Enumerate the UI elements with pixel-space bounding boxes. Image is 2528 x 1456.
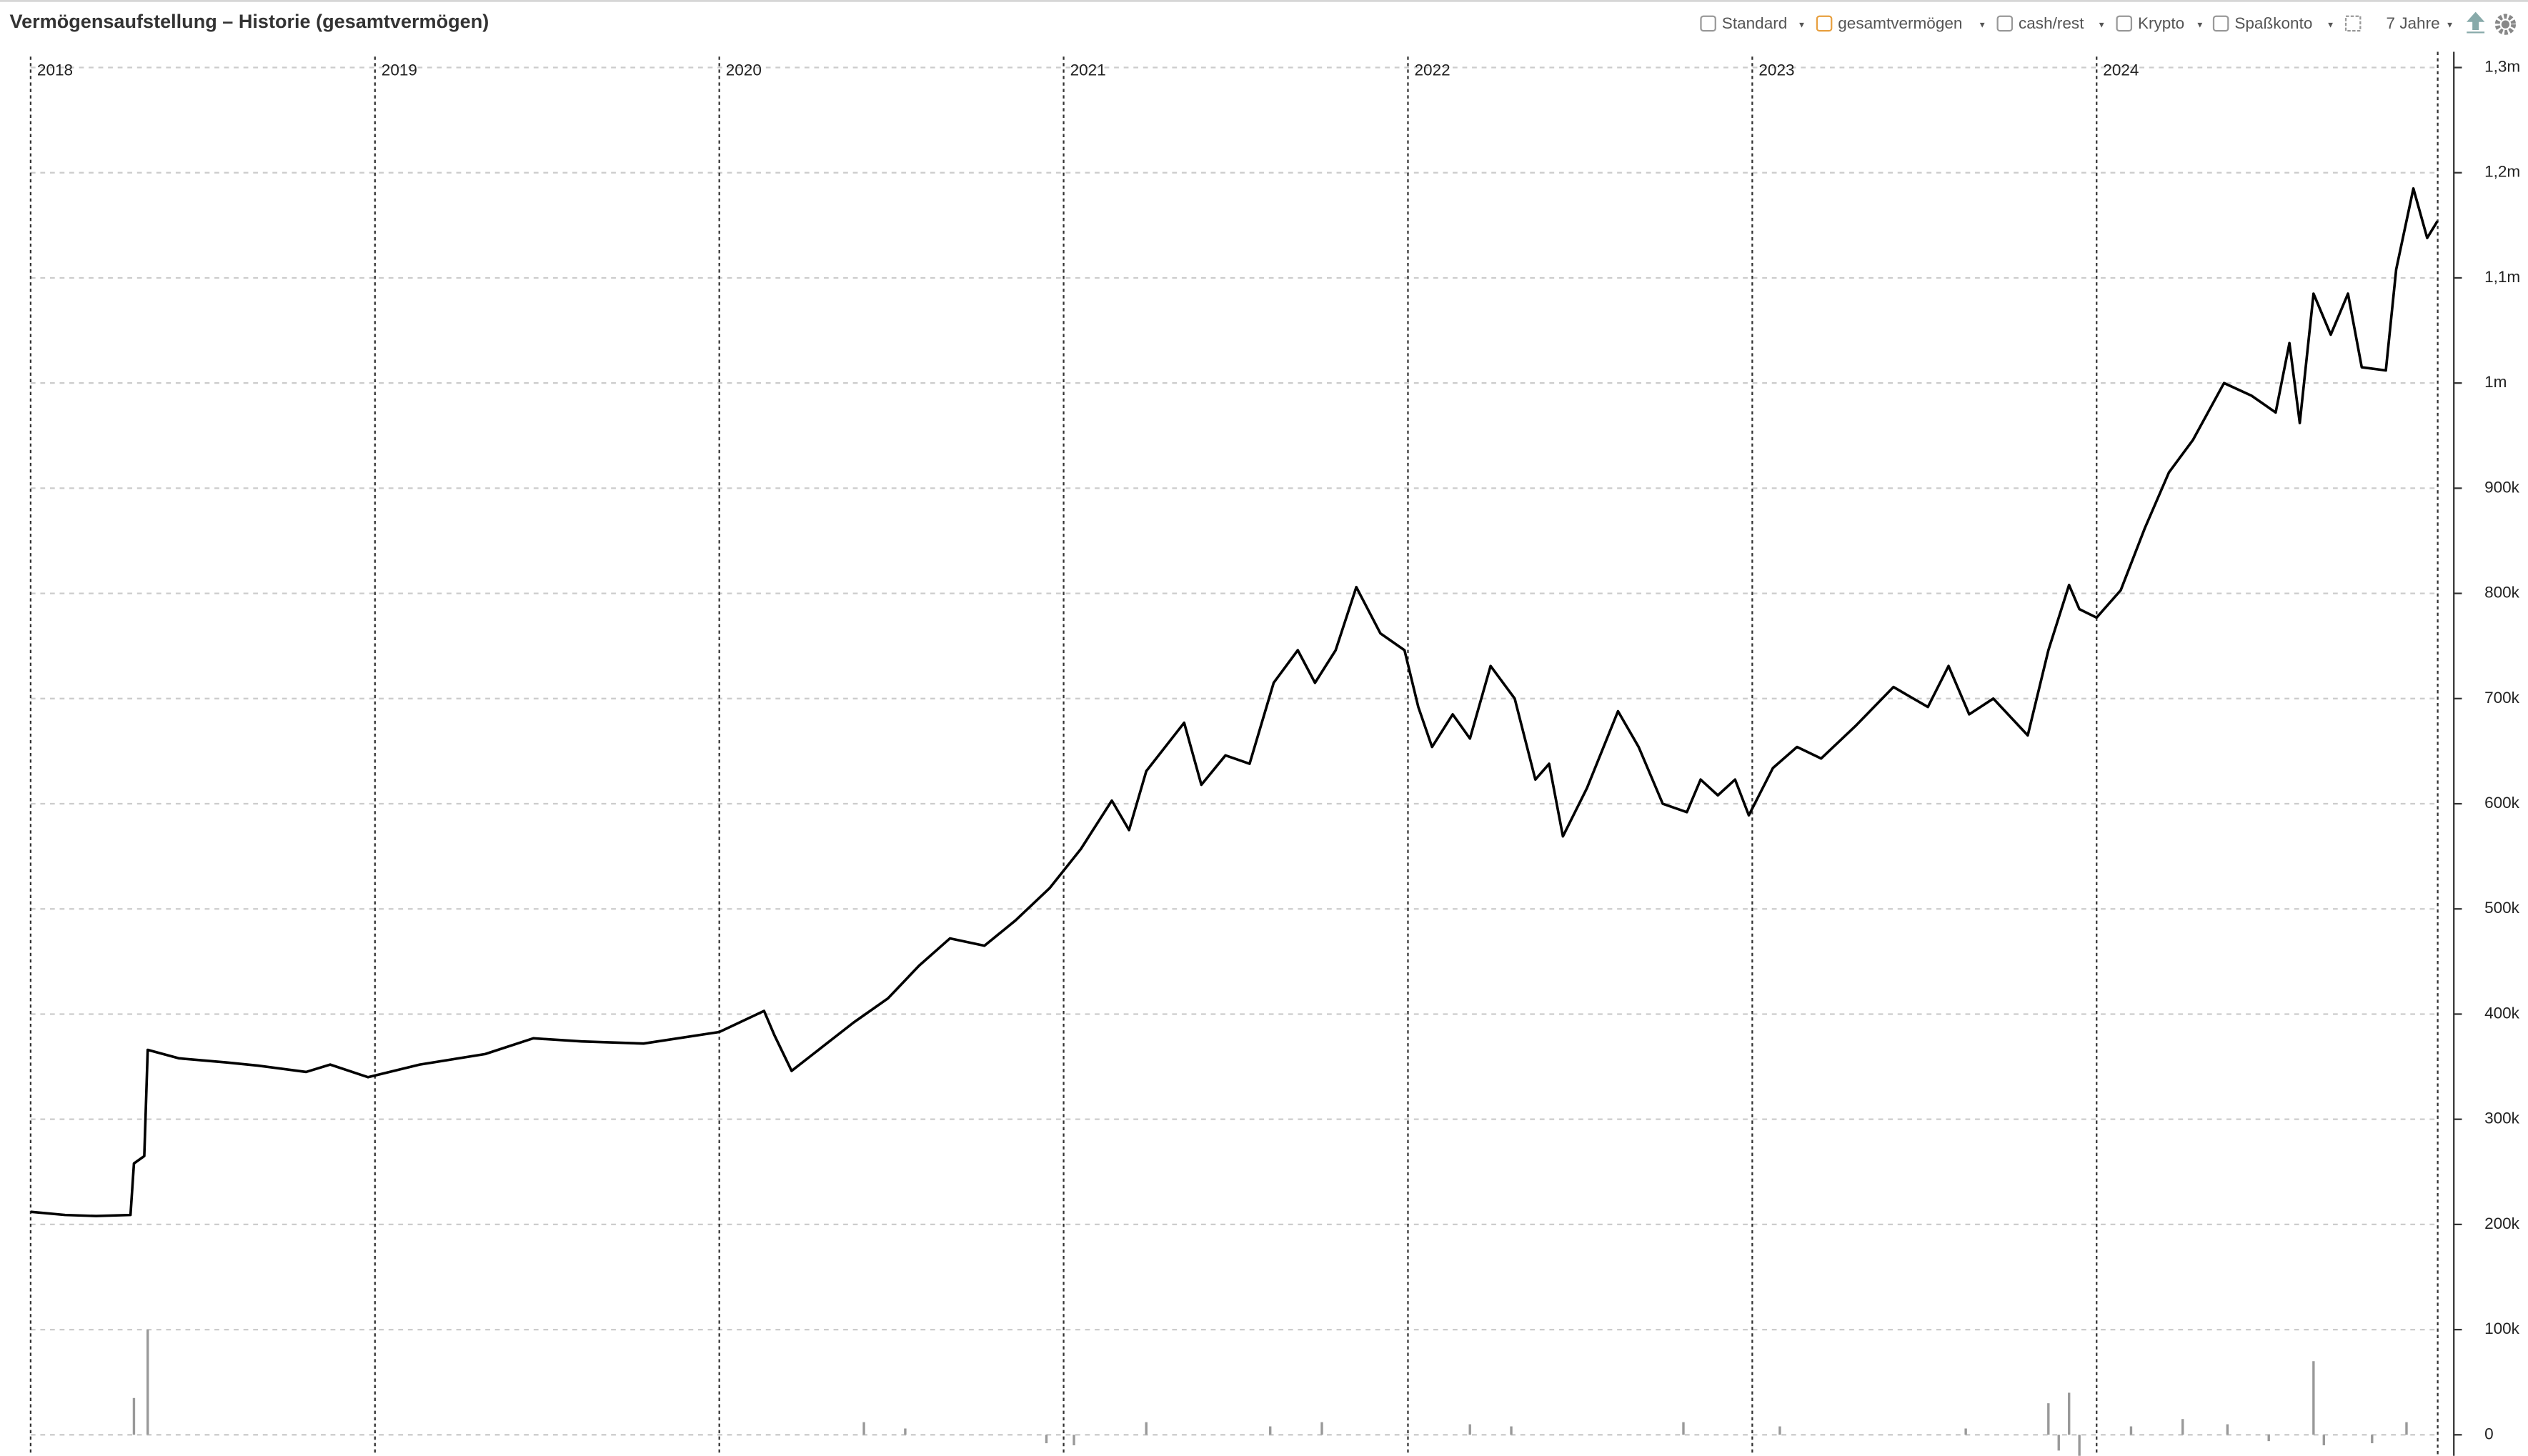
x-tick-label: 2018 xyxy=(37,61,73,79)
x-tick-label: 2023 xyxy=(1758,61,1794,79)
toolbar-item[interactable]: cash/rest xyxy=(2019,14,2084,32)
range-select[interactable]: 7 Jahre xyxy=(2386,14,2439,32)
x-tick-label: 2019 xyxy=(382,61,417,79)
toolbar-item[interactable]: gesamtvermögen xyxy=(1838,14,1962,32)
export-icon[interactable] xyxy=(2466,11,2485,34)
toolbar-item[interactable]: Krypto xyxy=(2138,14,2184,32)
y-tick-label: 1,2m xyxy=(2484,163,2520,181)
toolbar-item[interactable]: Spaßkonto xyxy=(2234,14,2312,32)
y-tick-label: 1,1m xyxy=(2484,268,2520,286)
chart-title: Vermögensaufstellung – Historie (gesamtv… xyxy=(10,10,489,32)
settings-icon-core[interactable] xyxy=(2501,20,2510,29)
checkbox[interactable] xyxy=(1700,15,1716,32)
y-tick-label: 400k xyxy=(2484,1004,2520,1022)
x-tick-label: 2021 xyxy=(1070,61,1106,79)
dropdown-caret[interactable] xyxy=(1799,22,1804,28)
toolbar-item[interactable]: Standard xyxy=(1722,14,1788,32)
y-tick-label: 0 xyxy=(2484,1425,2494,1442)
dropdown-caret[interactable] xyxy=(2197,22,2203,28)
checkbox[interactable] xyxy=(1816,15,1833,32)
checkbox[interactable] xyxy=(2116,15,2133,32)
settings-icon[interactable] xyxy=(2494,14,2517,35)
x-tick-label: 2024 xyxy=(2103,61,2139,79)
y-tick-label: 100k xyxy=(2484,1320,2520,1337)
dropdown-caret[interactable] xyxy=(2099,22,2104,28)
series-line xyxy=(30,187,2439,1217)
y-tick-label: 300k xyxy=(2484,1110,2520,1127)
checkbox[interactable] xyxy=(2212,15,2229,32)
y-tick-label: 500k xyxy=(2484,899,2520,917)
checkbox[interactable] xyxy=(1996,15,2014,32)
x-tick-label: 2020 xyxy=(726,61,762,79)
y-tick-label: 600k xyxy=(2484,794,2520,812)
dropdown-caret[interactable] xyxy=(1979,22,1985,28)
x-tick-label: 2022 xyxy=(1414,61,1450,79)
y-tick-label: 1,3m xyxy=(2484,57,2520,75)
y-tick-label: 800k xyxy=(2484,584,2520,602)
y-tick-label: 900k xyxy=(2484,478,2520,496)
dropdown-caret[interactable] xyxy=(2328,22,2333,28)
icon-box[interactable] xyxy=(2344,15,2362,32)
y-tick-label: 1m xyxy=(2484,373,2507,391)
y-tick-label: 700k xyxy=(2484,689,2520,707)
y-tick-label: 200k xyxy=(2484,1215,2520,1232)
dropdown-caret[interactable] xyxy=(2447,22,2452,28)
